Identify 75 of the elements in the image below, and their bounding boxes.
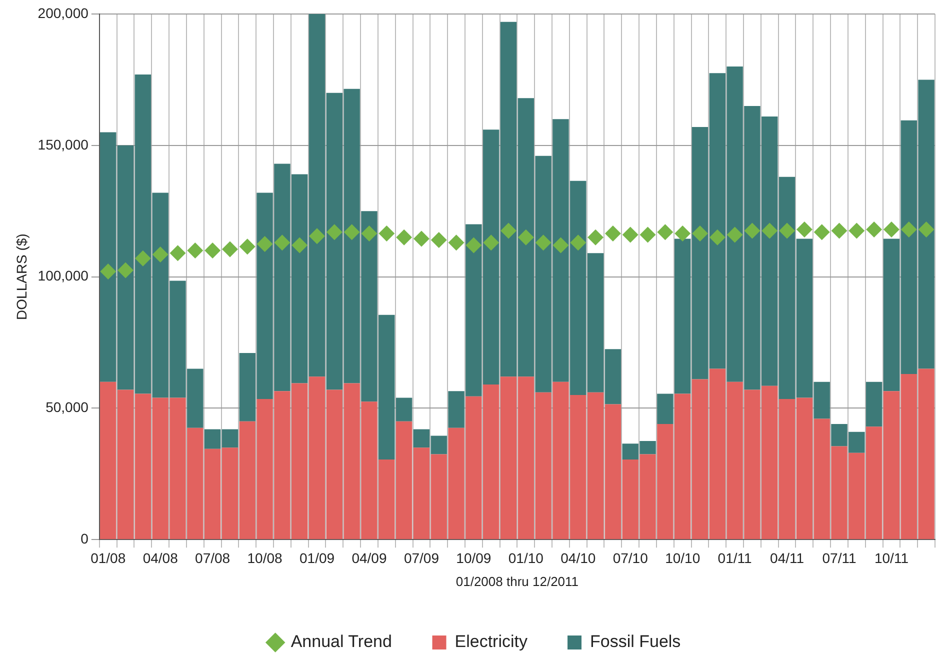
- x-tick-label: 04/10: [560, 550, 596, 566]
- point: [762, 222, 778, 239]
- x-tick-label: 10/11: [874, 550, 909, 566]
- point: [466, 237, 482, 254]
- legend-label: Electricity: [454, 632, 528, 652]
- x-axis-title: 01/2008 thru 12/2011: [456, 574, 579, 589]
- point: [483, 234, 500, 251]
- point: [344, 224, 360, 240]
- point: [814, 224, 830, 240]
- point: [518, 229, 534, 246]
- point: [222, 241, 238, 258]
- legend-label: Annual Trend: [290, 632, 392, 652]
- point: [292, 237, 308, 254]
- point: [779, 222, 796, 239]
- point: [918, 221, 934, 238]
- x-tick-label: 07/11: [822, 550, 856, 566]
- point: [413, 230, 430, 247]
- point: [900, 221, 917, 238]
- point: [430, 232, 447, 248]
- point: [239, 238, 256, 255]
- point: [744, 222, 760, 239]
- bar: [657, 394, 674, 424]
- point: [204, 242, 221, 259]
- x-tick-label: 07/10: [612, 550, 648, 566]
- x-tick-label: 01/10: [508, 550, 544, 566]
- point: [657, 224, 674, 240]
- point: [848, 222, 865, 239]
- point: [256, 236, 273, 252]
- point: [448, 234, 464, 251]
- x-tick-label: 10/09: [456, 550, 492, 566]
- point: [326, 224, 342, 240]
- point: [674, 225, 691, 242]
- point: [570, 234, 586, 251]
- point: [500, 222, 516, 239]
- point: [187, 242, 204, 259]
- point: [604, 225, 621, 242]
- point: [274, 234, 290, 251]
- x-tick-label: 04/08: [142, 550, 178, 566]
- x-tick-label: 01/08: [90, 550, 126, 566]
- y-tick-label: 50,000: [46, 399, 89, 416]
- point: [640, 226, 656, 243]
- point: [535, 234, 552, 251]
- point: [118, 262, 134, 278]
- point: [866, 221, 882, 238]
- point: [552, 237, 569, 254]
- point: [309, 228, 326, 244]
- y-tick-label: 0: [80, 530, 89, 546]
- point: [709, 229, 726, 246]
- y-tick-label: 200,000: [38, 4, 89, 21]
- point: [396, 229, 412, 246]
- point: [361, 225, 378, 242]
- point: [170, 245, 186, 262]
- point: [726, 226, 743, 243]
- point: [100, 264, 116, 280]
- y-tick-label: 150,000: [38, 136, 89, 152]
- point: [796, 221, 812, 238]
- x-tick-label: 07/08: [195, 550, 230, 566]
- x-tick-label: 04/11: [770, 550, 804, 566]
- x-tick-label: 07/09: [404, 550, 440, 566]
- point: [831, 222, 848, 239]
- point: [622, 226, 638, 243]
- x-tick-label: 01/11: [718, 550, 752, 566]
- point: [378, 225, 395, 242]
- point: [134, 250, 151, 266]
- point: [152, 246, 168, 262]
- x-tick-label: 04/09: [352, 550, 387, 566]
- y-tick-label: 100,000: [38, 268, 89, 284]
- point: [692, 225, 708, 242]
- legend-label: Fossil Fuels: [590, 632, 681, 652]
- x-tick-label: 10/08: [247, 550, 283, 566]
- point: [883, 221, 900, 238]
- x-tick-label: 01/09: [299, 550, 335, 566]
- x-tick-label: 10/10: [665, 550, 700, 566]
- y-axis-title: DOLLARS ($): [13, 234, 30, 320]
- point: [588, 229, 604, 246]
